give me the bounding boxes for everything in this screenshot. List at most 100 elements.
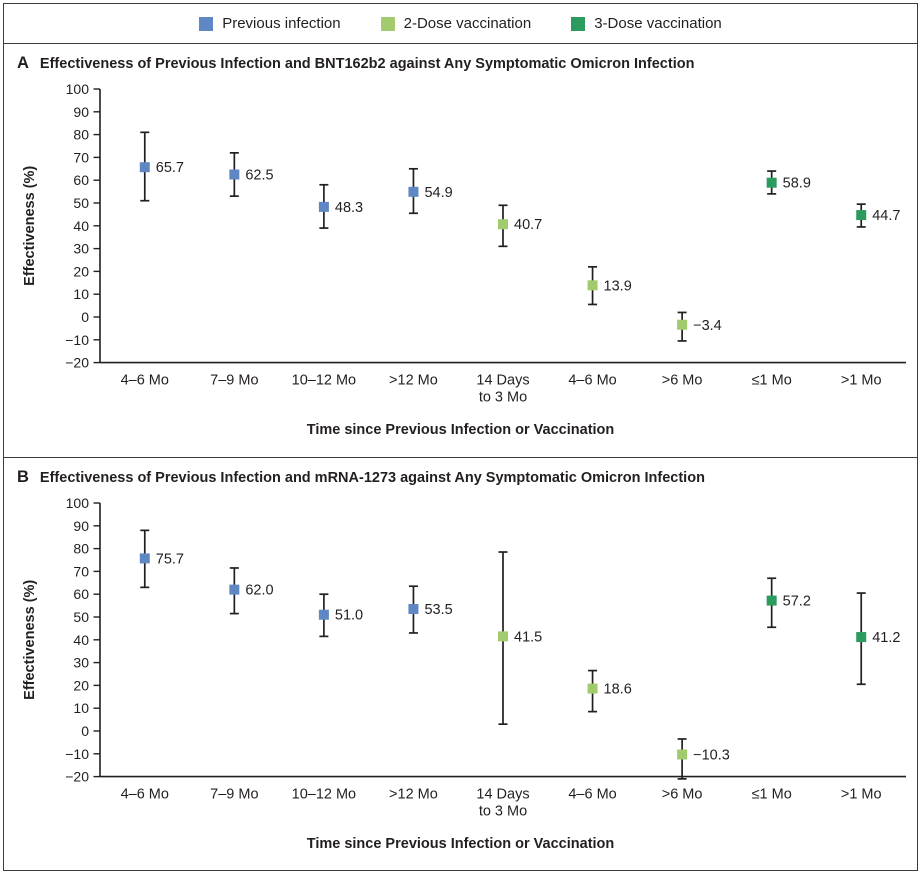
x-category-label: >6 Mo: [662, 786, 703, 802]
legend-label: 2-Dose vaccination: [403, 15, 532, 32]
data-point: 53.5: [408, 584, 453, 634]
data-point: 41.5: [498, 550, 542, 725]
x-category-label: 4–6 Mo: [568, 786, 616, 802]
point-marker: [318, 609, 329, 620]
point-value-label: −10.3: [693, 747, 730, 763]
y-tick-label: 90: [73, 104, 89, 120]
point-value-label: 41.5: [514, 629, 542, 645]
panel-a-title-text: Effectiveness of Previous Infection and …: [39, 56, 695, 72]
legend-swatch-3-dose: [571, 16, 586, 31]
data-point: 18.6: [587, 669, 632, 712]
x-category-label: >1 Mo: [841, 373, 882, 389]
data-point: 41.2: [856, 591, 900, 685]
data-point: 62.5: [229, 151, 274, 198]
point-value-label: 75.7: [156, 551, 184, 567]
panel-a-letter: A: [17, 54, 29, 72]
legend-label: Previous infection: [222, 15, 341, 32]
y-tick-label: 90: [73, 517, 89, 533]
point-marker: [766, 595, 777, 606]
y-tick-label: 0: [81, 309, 89, 325]
x-category-label: >12 Mo: [389, 373, 438, 389]
data-point: 13.9: [587, 265, 632, 306]
y-tick-label: 10: [73, 700, 89, 716]
point-marker: [318, 201, 329, 212]
point-marker: [856, 210, 867, 221]
y-tick-label: 40: [73, 218, 89, 234]
point-marker: [229, 169, 240, 180]
data-point: 65.7: [139, 131, 184, 202]
x-category-label: 10–12 Mo: [292, 373, 357, 389]
data-point: 54.9: [408, 167, 453, 215]
data-point: 40.7: [498, 204, 542, 248]
y-tick-label: 80: [73, 127, 89, 143]
y-tick-label: −20: [65, 355, 89, 371]
point-value-label: 57.2: [783, 593, 811, 609]
x-category-label: ≤1 Mo: [752, 373, 792, 389]
y-tick-label: 30: [73, 654, 89, 670]
x-category-label: >12 Mo: [389, 786, 438, 802]
y-tick-label: 0: [81, 723, 89, 739]
point-marker: [498, 219, 508, 230]
panel-b-title-text: Effectiveness of Previous Infection and …: [39, 469, 705, 486]
figure-frame: Previous infection 2-Dose vaccination 3-…: [3, 3, 918, 871]
y-tick-label: 100: [66, 81, 90, 97]
legend-swatch-2-dose: [380, 16, 395, 31]
y-tick-label: 10: [73, 286, 89, 302]
panel-b-chart: 1009080706050403020100−10−20Effectivenes…: [22, 495, 906, 819]
legend-item-previous-infection: Previous infection: [199, 15, 341, 32]
y-tick-label: 60: [73, 172, 89, 188]
data-point: 58.9: [766, 170, 811, 195]
x-category-label: 10–12 Mo: [292, 786, 357, 802]
x-category-label: 4–6 Mo: [568, 373, 616, 389]
point-value-label: 13.9: [604, 278, 632, 294]
legend-item-2-dose: 2-Dose vaccination: [380, 15, 532, 32]
point-marker: [766, 177, 777, 188]
point-value-label: 44.7: [872, 208, 900, 224]
x-category-label: to 3 Mo: [479, 803, 527, 819]
chart-legend: Previous infection 2-Dose vaccination 3-…: [4, 4, 917, 44]
x-category-label: 14 Days: [476, 373, 529, 389]
y-tick-label: 40: [73, 631, 89, 647]
data-point: 44.7: [856, 203, 900, 228]
panel-b-x-axis-title: Time since Previous Infection or Vaccina…: [306, 835, 615, 852]
y-tick-label: 50: [73, 609, 89, 625]
data-point: 51.0: [318, 592, 363, 637]
point-value-label: 53.5: [424, 602, 452, 618]
x-category-label: 4–6 Mo: [121, 786, 169, 802]
x-category-label: >1 Mo: [841, 786, 882, 802]
legend-item-3-dose: 3-Dose vaccination: [571, 15, 722, 32]
point-value-label: −3.4: [693, 318, 722, 334]
point-value-label: 62.5: [245, 168, 273, 184]
y-tick-label: 60: [73, 586, 89, 602]
point-marker: [677, 748, 688, 759]
y-tick-label: 50: [73, 195, 89, 211]
data-point: 75.7: [139, 529, 184, 588]
point-value-label: 62.0: [245, 582, 273, 598]
panel-b-letter: B: [17, 467, 29, 486]
y-tick-label: 20: [73, 677, 89, 693]
panel-a: A Effectiveness of Previous Infection and…: [4, 44, 917, 457]
point-marker: [677, 319, 688, 330]
point-value-label: 54.9: [424, 185, 452, 201]
point-value-label: 65.7: [156, 160, 184, 176]
data-point: 62.0: [229, 566, 274, 614]
point-marker: [139, 162, 150, 173]
legend-label: 3-Dose vaccination: [594, 15, 722, 32]
point-value-label: 51.0: [335, 607, 363, 623]
y-tick-label: 70: [73, 563, 89, 579]
data-point: −3.4: [677, 311, 722, 342]
point-value-label: 41.2: [872, 630, 900, 646]
point-value-label: 48.3: [335, 200, 363, 216]
y-tick-label: 100: [66, 495, 90, 511]
x-category-label: 7–9 Mo: [210, 373, 258, 389]
panel-b: B Effectiveness of Previous Infection and…: [4, 456, 917, 871]
y-tick-label: 70: [73, 149, 89, 165]
data-point: −10.3: [677, 737, 730, 780]
y-tick-label: −20: [65, 768, 89, 784]
y-tick-label: 30: [73, 241, 89, 257]
point-marker: [587, 683, 598, 694]
panel-a-chart: 1009080706050403020100−10−20Effectivenes…: [22, 81, 906, 406]
y-axis-title: Effectiveness (%): [22, 166, 38, 286]
panel-b-title: B Effectiveness of Previous Infection and…: [4, 458, 917, 487]
point-marker: [408, 186, 419, 197]
